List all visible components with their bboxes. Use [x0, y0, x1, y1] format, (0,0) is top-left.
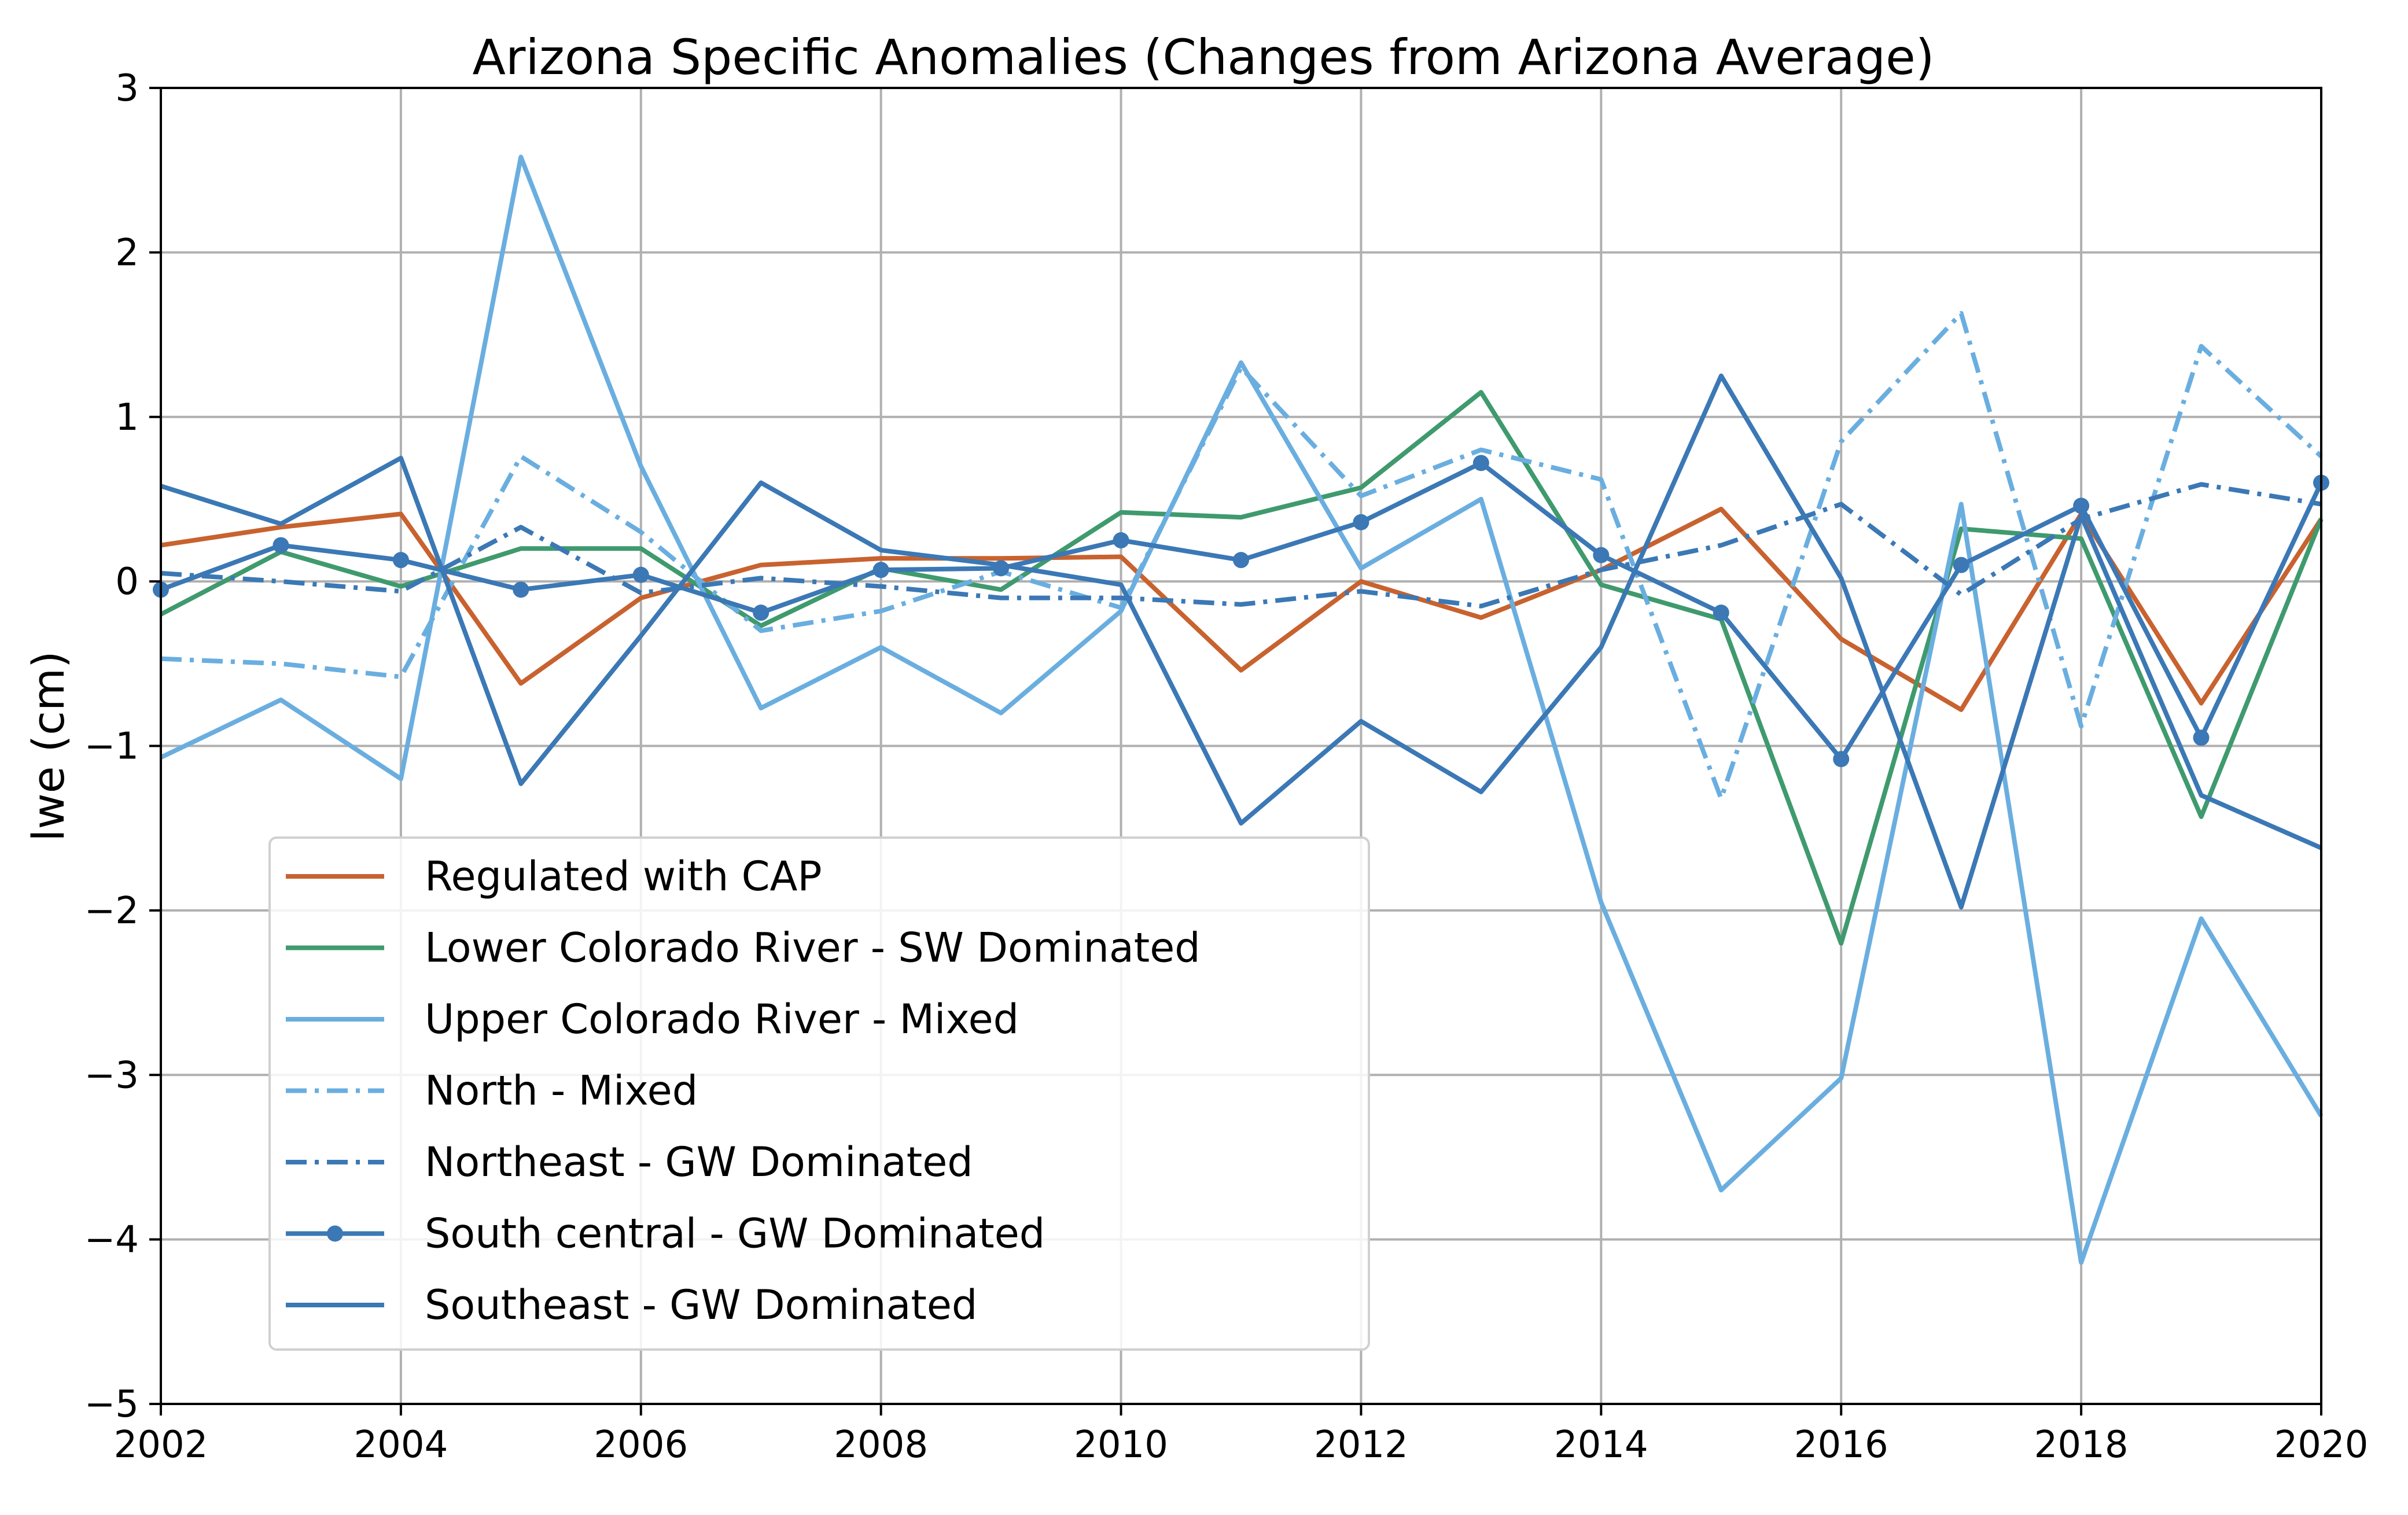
series-point [513, 581, 529, 598]
legend-entry-label: Northeast - GW Dominated [425, 1138, 973, 1186]
series-point [1472, 455, 1489, 471]
series-point [1953, 556, 1969, 573]
series-point [753, 604, 769, 621]
series-point [1593, 547, 1610, 563]
chart-title: Arizona Specific Anomalies (Changes from… [472, 29, 1934, 86]
x-tick-label: 2012 [1314, 1424, 1408, 1466]
series-point [1833, 751, 1850, 768]
x-tick-label: 2016 [1794, 1424, 1888, 1466]
series-point [1713, 604, 1729, 621]
x-tick-label: 2020 [2274, 1424, 2369, 1466]
y-tick-label: 0 [115, 561, 139, 603]
series-line-1 [160, 507, 2324, 712]
legend-marker [327, 1225, 343, 1242]
series-line-7 [160, 373, 2322, 910]
y-tick-label: −1 [84, 725, 139, 768]
y-tick-label: −4 [84, 1219, 139, 1262]
legend-entry-label: Southeast - GW Dominated [425, 1281, 977, 1329]
legend-entry-label: Lower Colorado River - SW Dominated [425, 924, 1201, 972]
y-tick-label: −2 [84, 890, 139, 932]
series-point [2073, 497, 2090, 514]
x-tick-label: 2006 [594, 1424, 688, 1466]
legend-entry-label: South central - GW Dominated [425, 1210, 1045, 1258]
series-point [392, 552, 409, 569]
series-point [2193, 729, 2210, 746]
x-tick-label: 2002 [114, 1424, 208, 1466]
y-tick-label: 3 [115, 67, 139, 110]
series-point [1233, 552, 1249, 569]
x-tick-label: 2018 [2034, 1424, 2129, 1466]
series-point [872, 562, 889, 578]
series-point [273, 537, 289, 554]
series-point [1113, 532, 1129, 549]
legend: Regulated with CAP Lower Colorado River -… [268, 836, 1370, 1351]
axis-ticks: 2002 2004 2006 2008 2010 2012 2014 2016 2018 2020… [84, 67, 2369, 1466]
series-line-2 [160, 390, 2324, 946]
series-point [1353, 514, 1369, 530]
series-line-5 [160, 482, 2322, 609]
y-tick-label: −3 [84, 1054, 139, 1097]
series-line-3 [160, 154, 2324, 1265]
legend-entry-label: North - Mixed [425, 1067, 698, 1115]
legend-entry-label: Regulated with CAP [425, 853, 822, 900]
x-tick-label: 2004 [354, 1424, 448, 1466]
series-lines [153, 154, 2329, 1265]
x-tick-label: 2010 [1074, 1424, 1168, 1466]
legend-entry-label: Upper Colorado River - Mixed [425, 996, 1019, 1043]
y-tick-label: −5 [84, 1383, 139, 1426]
y-tick-label: 1 [115, 396, 139, 439]
y-tick-label: 2 [115, 231, 139, 274]
series-point [632, 566, 649, 583]
x-tick-label: 2008 [834, 1424, 928, 1466]
y-axis-label: lwe (cm) [23, 651, 74, 841]
legend-box [268, 836, 1370, 1351]
series-line-4 [160, 311, 2323, 801]
x-tick-label: 2014 [1554, 1424, 1648, 1466]
